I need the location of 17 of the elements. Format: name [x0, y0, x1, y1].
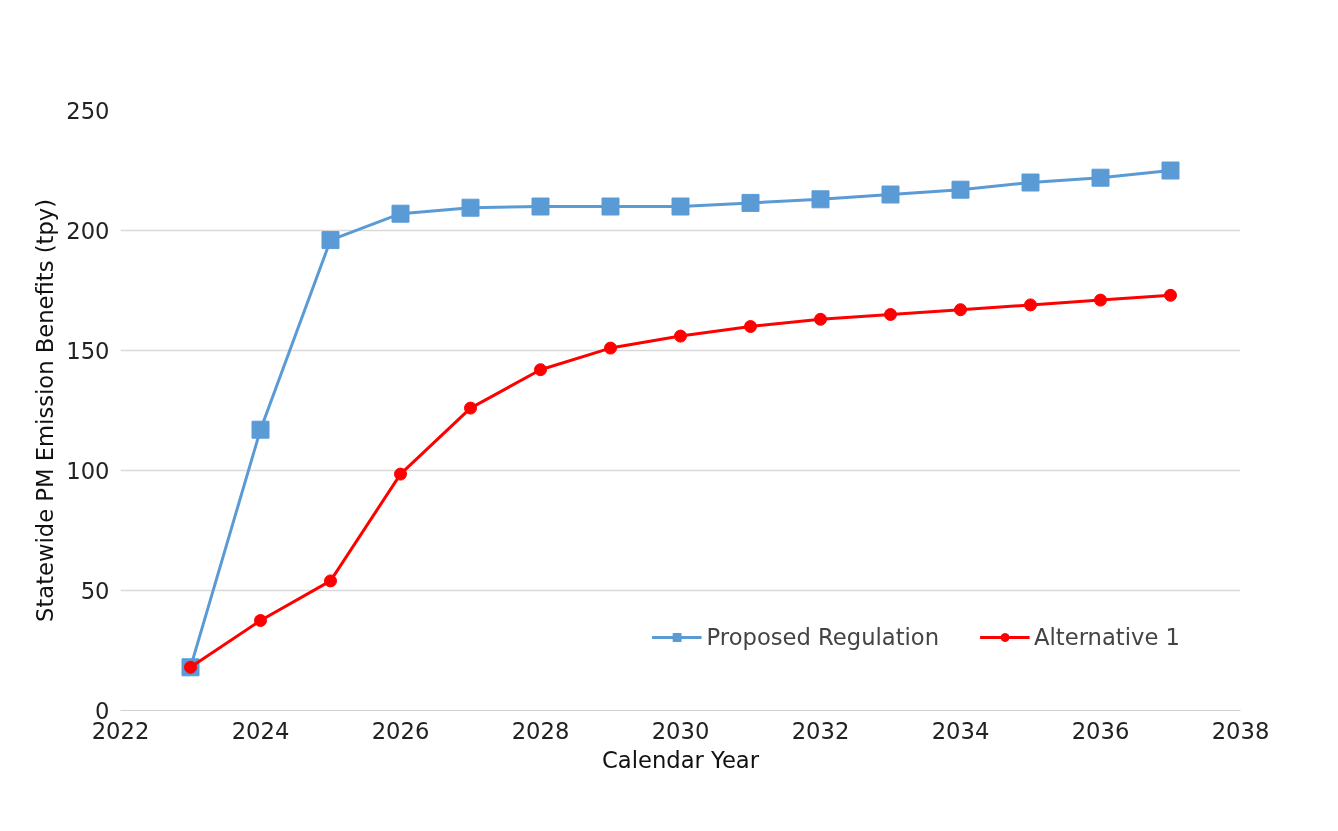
legend-label: Alternative 1 [1034, 624, 1180, 650]
x-axis-title: Calendar Year [601, 746, 760, 773]
y-tick-label: 250 [66, 98, 110, 124]
y-axis-title: Statewide PM Emission Benefits (tpy) [32, 198, 59, 623]
x-tick-label: 2028 [511, 717, 570, 744]
y-tick-label: 100 [66, 458, 110, 484]
y-tick-label: 200 [66, 218, 110, 244]
y-tick-label: 50 [80, 578, 110, 604]
x-tick-label: 2036 [1071, 717, 1130, 744]
x-tick-label: 2024 [231, 717, 290, 744]
x-tick-label: 2030 [651, 717, 710, 744]
x-tick-label: 2038 [1211, 717, 1270, 744]
y-tick-label: 150 [66, 338, 110, 364]
legend-label: Proposed Regulation [706, 624, 940, 650]
x-tick-label: 2032 [791, 717, 850, 744]
x-tick-label: 2034 [931, 717, 990, 744]
x-tick-label: 2026 [371, 717, 430, 744]
